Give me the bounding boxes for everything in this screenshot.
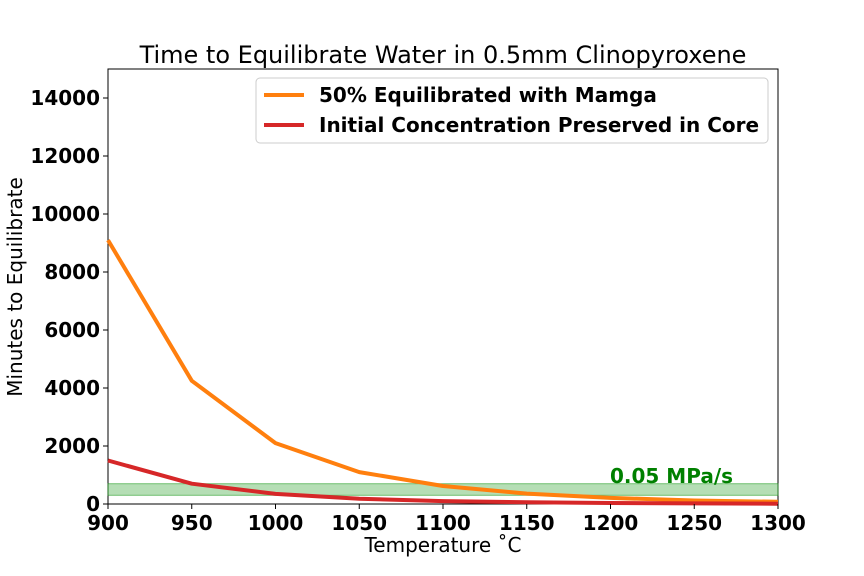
band-layer [107,483,779,496]
x-tick-label: 1050 [331,511,387,535]
legend-box [255,77,769,144]
x-tick-label: 1300 [750,511,806,535]
x-tick-label: 1150 [499,511,555,535]
series-layer [106,239,779,506]
series-line-0 [106,239,779,504]
x-tick-label: 1100 [415,511,471,535]
band-annotation: 0.05 MPa/s [610,464,733,488]
x-tick-label: 1000 [248,511,304,535]
x-tick-label: 1200 [583,511,639,535]
x-tick-label: 1250 [666,511,722,535]
x-tick-label: 900 [87,511,129,535]
x-axis-label: Temperature ˚C [363,533,521,557]
chart-title: Time to Equilibrate Water in 0.5mm Clino… [139,41,747,69]
series-line-1 [107,458,779,506]
y-axis-label: Minutes to Equilibrate [3,177,27,397]
pressure-band [107,483,779,496]
y-tick-label: 10000 [30,202,100,226]
y-tick-label: 14000 [30,86,100,110]
legend-label-core: Initial Concentration Preserved in Core [319,113,759,137]
y-tick-label: 0 [86,492,100,516]
x-tick-label: 950 [171,511,213,535]
y-tick-label: 6000 [44,318,100,342]
y-tick-label: 2000 [44,434,100,458]
legend-label-50pct: 50% Equilibrated with Mamga [319,83,657,107]
y-tick-label: 12000 [30,144,100,168]
legend: 50% Equilibrated with Mamga Initial Conc… [255,77,769,144]
y-axis-ticks: 0 2000 4000 6000 8000 10000 12000 14000 [30,86,108,516]
x-axis-ticks: 900 950 1000 1050 1100 1150 1200 1250 1300 [87,504,806,535]
y-tick-label: 8000 [44,260,100,284]
y-tick-label: 4000 [44,376,100,400]
